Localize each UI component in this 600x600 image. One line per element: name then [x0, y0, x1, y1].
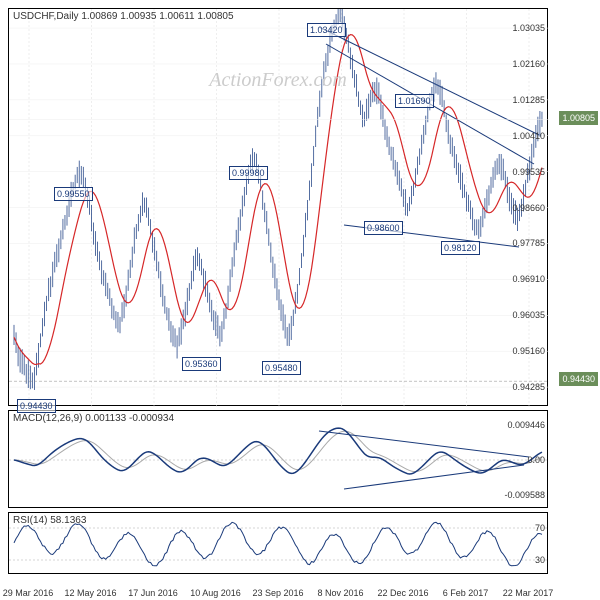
price-chart-svg: [9, 9, 549, 407]
current-price-badge: 1.00805: [559, 111, 598, 125]
macd-y-axis: 0.0094460.00-0.009588: [499, 411, 547, 507]
rsi-chart: RSI(14) 58.1363 7030: [8, 512, 548, 574]
support-price-badge: 0.94430: [559, 372, 598, 386]
macd-chart: MACD(12,26,9) 0.001133 -0.000934 0.00944…: [8, 410, 548, 508]
rsi-title: RSI(14) 58.1363: [13, 515, 86, 526]
macd-title: MACD(12,26,9) 0.001133 -0.000934: [13, 413, 174, 424]
chart-title: USDCHF,Daily 1.00869 1.00935 1.00611 1.0…: [13, 11, 234, 22]
macd-svg: [9, 411, 549, 509]
rsi-y-axis: 7030: [499, 513, 547, 573]
rsi-svg: [9, 513, 549, 575]
price-chart: USDCHF,Daily 1.00869 1.00935 1.00611 1.0…: [8, 8, 548, 406]
price-y-axis: 0.942850.951600.960350.969100.977850.986…: [499, 9, 547, 405]
date-axis: 29 Mar 201612 May 201617 Jun 201610 Aug …: [8, 580, 548, 598]
